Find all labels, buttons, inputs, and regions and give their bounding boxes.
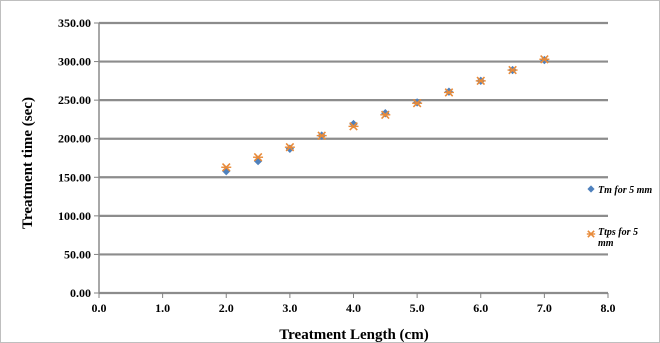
y-tick-label: 350.00 (58, 16, 91, 30)
data-series (221, 54, 550, 176)
y-tick-label: 100.00 (58, 209, 91, 223)
grid-lines (99, 21, 608, 256)
x-tick-label: 3.0 (282, 301, 297, 315)
x-axis-title: Treatment Length (cm) (279, 327, 428, 343)
legend-label-ttps-line: Ttps for 5 (598, 227, 638, 238)
data-point-star (507, 65, 518, 75)
x-tick-label: 5.0 (410, 301, 425, 315)
x-tick-label: 1.0 (155, 301, 170, 315)
data-point-star (412, 98, 423, 108)
y-tick-label: 50.00 (64, 247, 91, 261)
legend: Tm for 5 mm Ttps for 5mm (586, 185, 652, 249)
legend-label-tm: Tm for 5 mm (598, 185, 652, 196)
data-point-diamond (222, 166, 231, 176)
tick-labels: 0.00 50.00 100.00 150.00 200.00 250.00 300.00 3… (58, 16, 616, 315)
data-point-star (475, 76, 486, 86)
data-point-star (253, 152, 264, 162)
y-axis-title: Treatment time (sec) (20, 97, 36, 229)
data-point-star (539, 54, 550, 64)
x-tick-label: 4.0 (346, 301, 361, 315)
series-2 (221, 54, 550, 172)
axes (94, 22, 609, 298)
data-point-star (316, 131, 327, 140)
legend-marker-diamond (587, 185, 595, 193)
data-point-diamond (285, 144, 295, 153)
data-point-star (348, 122, 359, 131)
data-point-star (380, 110, 391, 120)
y-tick-label: 300.00 (58, 55, 91, 69)
y-tick-label: 200.00 (58, 132, 91, 146)
x-tick-label: 7.0 (537, 301, 552, 315)
x-tick-label: 6.0 (473, 301, 488, 315)
data-point-star (443, 88, 454, 97)
x-tick-label: 8.0 (601, 301, 616, 315)
y-tick-label: 0.00 (70, 286, 91, 300)
x-tick-label: 0.0 (92, 301, 107, 315)
legend-label-ttps-line: mm (598, 238, 614, 249)
y-tick-label: 250.00 (58, 93, 91, 107)
data-point-star (284, 142, 295, 152)
x-tick-label: 2.0 (219, 301, 234, 315)
legend-marker-star (586, 230, 596, 238)
data-point-star (221, 162, 232, 172)
y-tick-label: 150.00 (58, 170, 91, 184)
data-point-diamond (381, 109, 390, 118)
